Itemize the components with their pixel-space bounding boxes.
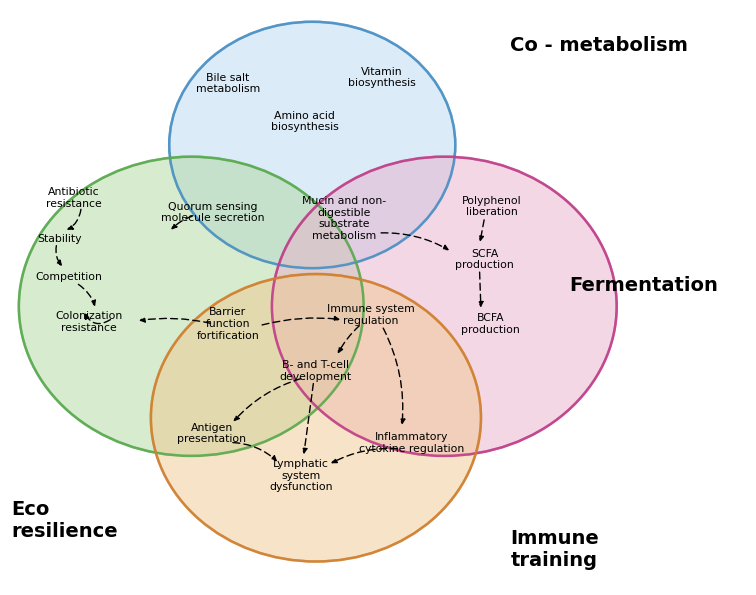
Ellipse shape — [272, 156, 617, 456]
Text: Amino acid
biosynthesis: Amino acid biosynthesis — [271, 111, 339, 132]
Text: Quorum sensing
molecule secretion: Quorum sensing molecule secretion — [162, 202, 265, 223]
Text: Antibiotic
resistance: Antibiotic resistance — [46, 187, 102, 209]
Text: SCFA
production: SCFA production — [455, 249, 514, 270]
Ellipse shape — [169, 22, 455, 268]
Text: BCFA
production: BCFA production — [461, 313, 520, 335]
Text: Polyphenol
liberation: Polyphenol liberation — [462, 196, 522, 217]
Text: Stability: Stability — [37, 234, 82, 244]
Text: Immune system
regulation: Immune system regulation — [327, 304, 415, 326]
Text: Inflammatory
cytokine regulation: Inflammatory cytokine regulation — [358, 432, 464, 454]
Text: Antigen
presentation: Antigen presentation — [177, 423, 246, 444]
Text: Barrier
function
fortification: Barrier function fortification — [197, 307, 259, 340]
Ellipse shape — [19, 156, 364, 456]
Text: Eco
resilience: Eco resilience — [11, 500, 118, 541]
Text: B- and T-cell
development: B- and T-cell development — [280, 360, 352, 381]
Text: Competition: Competition — [36, 272, 102, 282]
Text: Co - metabolism: Co - metabolism — [510, 36, 688, 55]
Text: Lymphatic
system
dysfunction: Lymphatic system dysfunction — [269, 459, 333, 493]
Text: Vitamin
biosynthesis: Vitamin biosynthesis — [348, 67, 416, 88]
Text: Bile salt
metabolism: Bile salt metabolism — [196, 73, 260, 94]
Text: Fermentation: Fermentation — [569, 276, 718, 295]
Text: Immune
training: Immune training — [510, 530, 599, 570]
Text: Mucin and non-
digestible
substrate
metabolism: Mucin and non- digestible substrate meta… — [302, 196, 386, 241]
Ellipse shape — [151, 274, 481, 562]
Text: Colonization
resistance: Colonization resistance — [55, 311, 122, 333]
